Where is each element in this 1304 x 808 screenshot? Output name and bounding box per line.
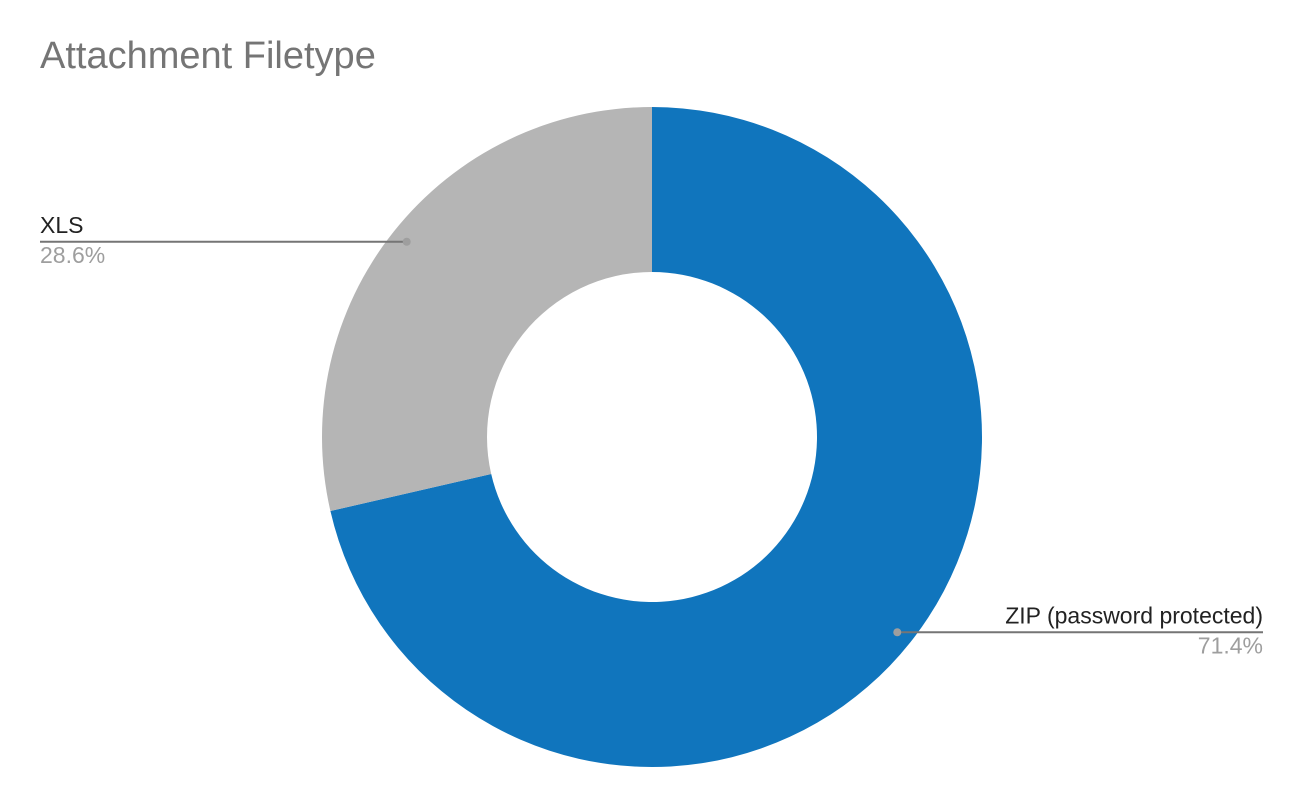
leader-dot: [893, 628, 902, 637]
chart-title: Attachment Filetype: [40, 35, 376, 77]
leader-dot: [402, 237, 411, 246]
donut-slice: [330, 107, 983, 768]
slice-label: XLS: [40, 212, 83, 238]
slice-value-label: 71.4%: [1198, 632, 1263, 658]
slice-value-label: 28.6%: [40, 242, 105, 268]
donut-slice: [322, 107, 652, 512]
slice-label: ZIP (password protected): [1005, 602, 1263, 628]
